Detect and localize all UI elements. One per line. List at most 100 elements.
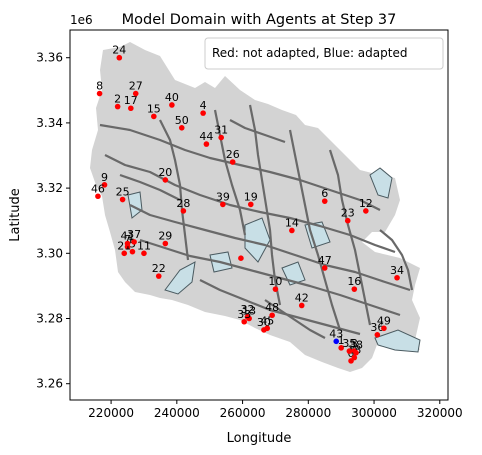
agent-point-not-adapted bbox=[289, 227, 295, 234]
agent-point-not-adapted bbox=[241, 318, 248, 325]
agent-label: 9 bbox=[101, 171, 108, 184]
agent-point-not-adapted bbox=[264, 325, 271, 332]
agent-point-not-adapted bbox=[338, 345, 344, 351]
legend: Red: not adapted, Blue: adapted bbox=[204, 37, 444, 70]
river-line bbox=[288, 129, 342, 331]
agent-point-not-adapted bbox=[353, 349, 359, 356]
agent-point-not-adapted bbox=[220, 201, 226, 208]
x-axis-label: Longitude bbox=[227, 431, 292, 446]
x-tick-label: 280000 bbox=[285, 406, 331, 420]
agent-label: 2 bbox=[114, 93, 121, 106]
agent-label: 19 bbox=[244, 190, 258, 203]
agent-point-not-adapted bbox=[155, 273, 162, 279]
water-bodies bbox=[127, 167, 421, 353]
agent-label: 46 bbox=[91, 182, 105, 195]
agent-label: 28 bbox=[176, 197, 190, 210]
x-tick-label: 220000 bbox=[88, 406, 134, 420]
agent-label: 33 bbox=[237, 308, 251, 321]
agent-point-not-adapted bbox=[124, 240, 131, 247]
agent-label: 14 bbox=[285, 216, 299, 229]
agent-point-not-adapted bbox=[321, 265, 328, 271]
agent-label: 13 bbox=[242, 305, 256, 318]
agent-label: 16 bbox=[347, 275, 361, 288]
y-offset-label: 1e6 bbox=[70, 13, 93, 27]
agent-point-not-adapted bbox=[229, 159, 236, 165]
agent-markers: 0123456789101112131415161718192021222324… bbox=[91, 44, 404, 364]
agent-point-not-adapted bbox=[96, 90, 103, 97]
y-tick-label: 3.26 bbox=[36, 377, 63, 391]
agent-point-not-adapted bbox=[374, 332, 381, 338]
y-tick-label: 3.30 bbox=[36, 246, 63, 260]
agent-label: 7 bbox=[124, 233, 131, 246]
water-body bbox=[374, 329, 421, 353]
y-tick-label: 3.32 bbox=[36, 181, 63, 195]
agent-label: 43 bbox=[329, 327, 343, 340]
agent-point-not-adapted bbox=[363, 208, 369, 214]
water-body bbox=[244, 217, 271, 263]
x-tick-label: 240000 bbox=[154, 406, 200, 420]
agent-label: 42 bbox=[295, 291, 309, 304]
agent-point-not-adapted bbox=[321, 198, 328, 204]
river-line bbox=[139, 238, 401, 317]
agent-label: 50 bbox=[175, 114, 189, 127]
river-line bbox=[248, 104, 282, 306]
agent-label: 41 bbox=[121, 230, 135, 243]
agent-point-not-adapted bbox=[132, 90, 139, 97]
legend-text: Red: not adapted, Blue: adapted bbox=[212, 46, 407, 60]
river-line bbox=[129, 204, 411, 292]
agent-point-not-adapted bbox=[101, 182, 108, 188]
agent-point-not-adapted bbox=[200, 110, 206, 116]
agent-point-not-adapted bbox=[141, 250, 147, 257]
agent-label: 40 bbox=[165, 91, 179, 104]
agent-point-not-adapted bbox=[203, 141, 210, 147]
agent-point-not-adapted bbox=[269, 312, 275, 319]
x-axis: 220000 240000 260000 280000 300000 320000 bbox=[88, 400, 463, 420]
agent-point-not-adapted bbox=[247, 201, 254, 208]
agent-label: 36 bbox=[370, 321, 384, 334]
river-network bbox=[99, 104, 414, 339]
model-domain bbox=[90, 42, 421, 372]
agent-label: 37 bbox=[127, 228, 141, 241]
agent-point-not-adapted bbox=[151, 113, 157, 120]
river-line bbox=[213, 109, 247, 236]
river-line bbox=[379, 229, 414, 291]
agent-label: 48 bbox=[265, 301, 279, 314]
agent-point-not-adapted bbox=[238, 255, 244, 261]
agent-label: 39 bbox=[216, 190, 230, 203]
agent-point-not-adapted bbox=[346, 348, 353, 354]
agent-label: 4 bbox=[200, 99, 207, 112]
agent-label: 31 bbox=[214, 124, 228, 137]
agent-point-not-adapted bbox=[95, 193, 101, 200]
legend-box bbox=[204, 37, 444, 70]
agent-label: 3 bbox=[351, 337, 358, 350]
agent-label: 5 bbox=[129, 238, 136, 251]
agent-point-not-adapted bbox=[351, 286, 358, 292]
agent-point-not-adapted bbox=[344, 217, 351, 224]
river-line bbox=[104, 154, 396, 254]
agent-label: 0 bbox=[348, 347, 355, 360]
agent-label: 38 bbox=[349, 339, 363, 352]
agent-point-not-adapted bbox=[114, 103, 121, 110]
y-tick-label: 3.28 bbox=[36, 312, 63, 326]
agent-point-not-adapted bbox=[121, 250, 128, 257]
agent-label: 44 bbox=[199, 130, 213, 143]
plot-frame bbox=[69, 29, 449, 401]
y-axis: 3.26 3.28 3.30 3.32 3.34 3.36 bbox=[36, 51, 70, 391]
y-tick-label: 3.34 bbox=[36, 116, 63, 130]
agent-label: 47 bbox=[318, 254, 332, 267]
y-axis-label: Latitude bbox=[8, 188, 23, 242]
agent-label: 32 bbox=[240, 303, 254, 316]
agent-label: 26 bbox=[226, 148, 240, 161]
river-line bbox=[264, 299, 326, 339]
agent-point-not-adapted bbox=[131, 239, 137, 245]
agent-point-not-adapted bbox=[351, 354, 358, 361]
agent-point-adapted bbox=[333, 338, 340, 345]
river-line bbox=[229, 119, 286, 144]
agent-point-not-adapted bbox=[272, 286, 279, 292]
agent-label: 12 bbox=[359, 197, 373, 210]
agent-label: 1 bbox=[338, 334, 345, 347]
agent-point-not-adapted bbox=[218, 134, 224, 141]
river-line bbox=[119, 173, 181, 201]
agent-label: 20 bbox=[158, 166, 172, 179]
